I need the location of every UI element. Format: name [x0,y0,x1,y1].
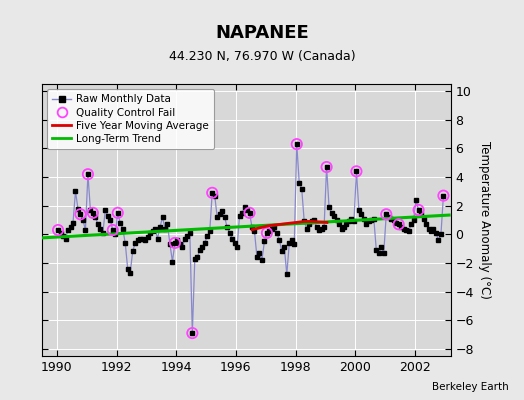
Point [89,210,97,216]
Legend: Raw Monthly Data, Quality Control Fail, Five Year Moving Average, Long-Term Tren: Raw Monthly Data, Quality Control Fail, … [47,89,214,149]
Point [188,330,196,336]
Point [263,230,271,236]
Point [382,211,390,218]
Point [114,210,122,216]
Text: Berkeley Earth: Berkeley Earth [432,382,508,392]
Text: 44.230 N, 76.970 W (Canada): 44.230 N, 76.970 W (Canada) [169,50,355,63]
Point [84,171,92,177]
Point [352,168,361,174]
Point [322,164,331,170]
Text: NAPANEE: NAPANEE [215,24,309,42]
Y-axis label: Temperature Anomaly (°C): Temperature Anomaly (°C) [478,141,490,299]
Point [54,227,62,233]
Point [108,227,117,233]
Point [439,192,447,199]
Point [208,190,216,196]
Point [77,211,85,218]
Point [395,221,403,228]
Point [245,210,254,216]
Point [171,240,179,246]
Point [414,207,423,213]
Point [292,141,301,147]
